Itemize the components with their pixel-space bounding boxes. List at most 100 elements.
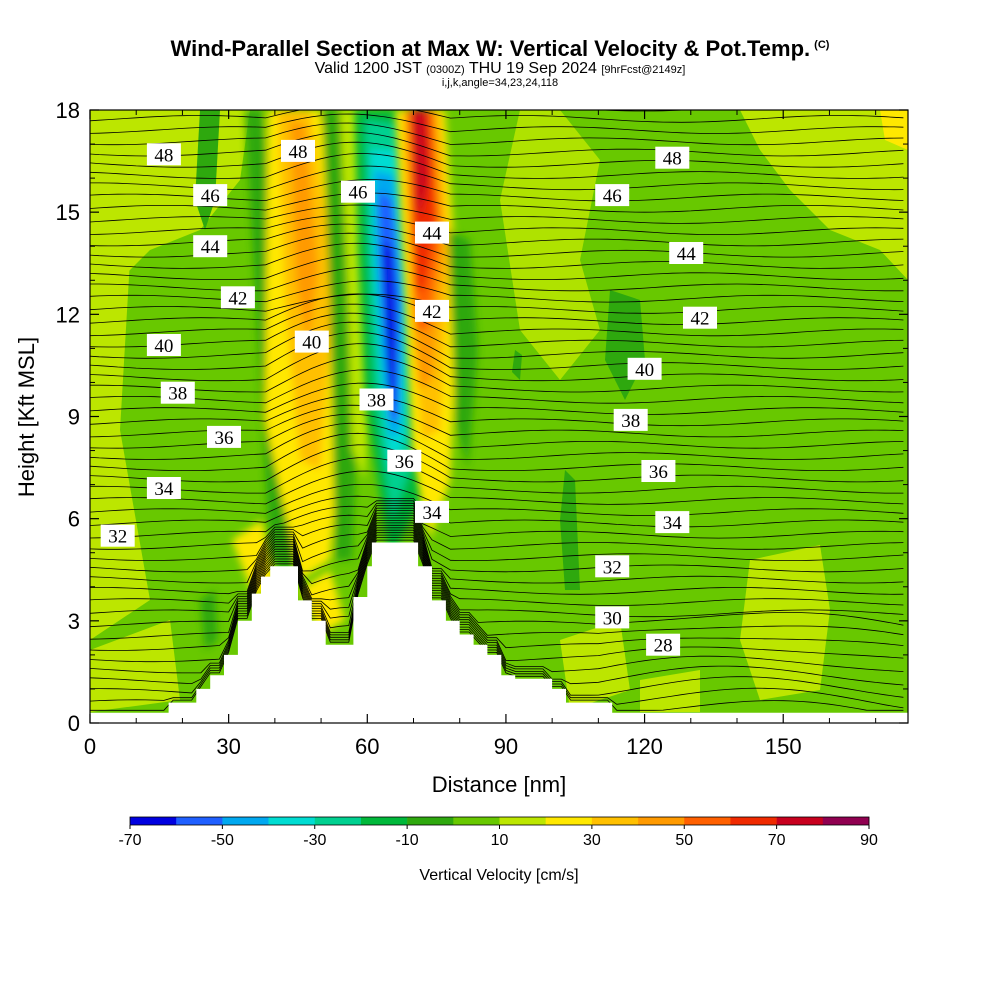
copyright-mark: (C) xyxy=(814,38,830,51)
colorbar-swatch xyxy=(545,817,593,825)
theta-line xyxy=(90,457,904,494)
theta-label-box xyxy=(646,633,681,656)
colorbar-swatch xyxy=(130,817,177,825)
x-tick-label: 60 xyxy=(355,734,379,759)
x-tick-label: 90 xyxy=(494,734,518,759)
theta-label: 42 xyxy=(415,299,449,323)
theta-label-text: 38 xyxy=(621,411,640,432)
theta-line xyxy=(90,444,904,483)
x-tick-label: 30 xyxy=(216,734,240,759)
theta-line xyxy=(90,355,904,393)
colorbar-swatch xyxy=(314,817,362,825)
theta-line xyxy=(90,500,904,539)
theta-line xyxy=(90,312,904,348)
y-tick-label: 3 xyxy=(68,609,80,634)
theta-label: 40 xyxy=(627,357,662,381)
theta-line xyxy=(90,512,904,595)
field-patch xyxy=(740,545,830,700)
theta-label-text: 46 xyxy=(349,183,368,204)
colorbar-swatch xyxy=(360,817,408,825)
theta-label: 40 xyxy=(294,330,329,354)
colorbar-tick-label: -30 xyxy=(303,832,326,849)
theta-label-text: 42 xyxy=(691,309,710,330)
theta-label-box xyxy=(146,143,181,166)
theta-label-text: 48 xyxy=(289,142,308,163)
theta-label-text: 48 xyxy=(663,149,682,170)
field-patch xyxy=(560,470,580,590)
y-tick-label: 9 xyxy=(68,405,80,430)
theta-label-text: 34 xyxy=(663,513,683,534)
grid-index-subtitle: i,j,k,angle=34,23,24,118 xyxy=(441,77,559,89)
theta-line xyxy=(90,534,904,698)
theta-label-box xyxy=(595,184,630,207)
theta-label-text: 34 xyxy=(423,503,443,524)
y-tick-label: 15 xyxy=(56,200,80,225)
terrain-mask xyxy=(90,542,908,723)
theta-line xyxy=(90,192,904,213)
theta-label: 46 xyxy=(341,180,375,204)
theta-label-box xyxy=(160,381,195,404)
theta-label: 34 xyxy=(415,500,449,524)
theta-label: 38 xyxy=(160,381,195,405)
theta-label-box xyxy=(281,139,315,162)
theta-label-text: 40 xyxy=(154,336,173,357)
theta-line xyxy=(90,78,903,100)
theta-label-box xyxy=(683,306,717,329)
chart-title-text: Wind-Parallel Section at Max W: Vertical… xyxy=(170,36,811,61)
theta-label-text: 42 xyxy=(228,288,247,309)
theta-label: 48 xyxy=(281,139,315,163)
theta-label-box xyxy=(595,606,630,629)
theta-label-text: 40 xyxy=(302,333,321,354)
theta-line xyxy=(90,382,904,415)
theta-label: 36 xyxy=(641,460,676,483)
theta-line xyxy=(90,484,904,516)
theta-line xyxy=(90,470,904,505)
colorbar-swatch xyxy=(268,817,316,825)
x-tick-label: 150 xyxy=(765,734,802,759)
theta-label: 44 xyxy=(193,235,228,258)
field-patch xyxy=(560,620,630,710)
theta-line xyxy=(90,432,904,471)
theta-contour-labels: 48 48 48 46 46 46 44 44 44 42 42 42 40 40 40 38 38 38 36 36… xyxy=(100,139,717,657)
theta-line xyxy=(90,254,904,281)
theta-label-box xyxy=(415,221,449,244)
theta-label-box xyxy=(294,330,329,353)
colorbar-swatch xyxy=(453,817,500,825)
theta-line xyxy=(90,214,904,235)
theta-label-text: 42 xyxy=(423,302,442,323)
valid-date: THU 19 Sep 2024 xyxy=(468,60,597,77)
theta-label: 28 xyxy=(646,633,681,657)
theta-label: 34 xyxy=(655,511,690,534)
theta-label-box xyxy=(595,555,630,578)
theta-line xyxy=(90,113,904,134)
theta-label-box xyxy=(415,500,449,523)
theta-label: 48 xyxy=(655,146,690,170)
theta-line xyxy=(90,204,904,224)
theta-line xyxy=(90,153,904,179)
y-tick-label: 18 xyxy=(56,98,80,123)
theta-label: 44 xyxy=(669,242,704,265)
theta-label-box xyxy=(669,242,704,264)
colorbar-swatch xyxy=(684,817,731,825)
theta-label-text: 46 xyxy=(201,186,220,207)
theta-label-box xyxy=(655,511,690,534)
theta-label: 48 xyxy=(146,143,181,166)
colorbar-title: Vertical Velocity [cm/s] xyxy=(419,867,578,884)
colorbar-swatch xyxy=(176,817,223,825)
theta-label-box xyxy=(655,146,690,169)
x-tick-label: 120 xyxy=(626,734,663,759)
theta-label-box xyxy=(415,299,449,322)
theta-line xyxy=(90,507,904,573)
theta-line xyxy=(90,293,904,325)
theta-label: 42 xyxy=(683,306,717,330)
theta-label-box xyxy=(641,460,676,482)
theta-line xyxy=(90,517,904,618)
theta-label-box xyxy=(387,449,422,472)
theta-label: 30 xyxy=(595,606,630,629)
theta-line xyxy=(90,303,904,337)
theta-line xyxy=(90,394,904,427)
y-tick-label: 0 xyxy=(68,711,80,736)
colorbar-tick-label: 90 xyxy=(860,832,878,849)
theta-label-box xyxy=(193,235,228,258)
